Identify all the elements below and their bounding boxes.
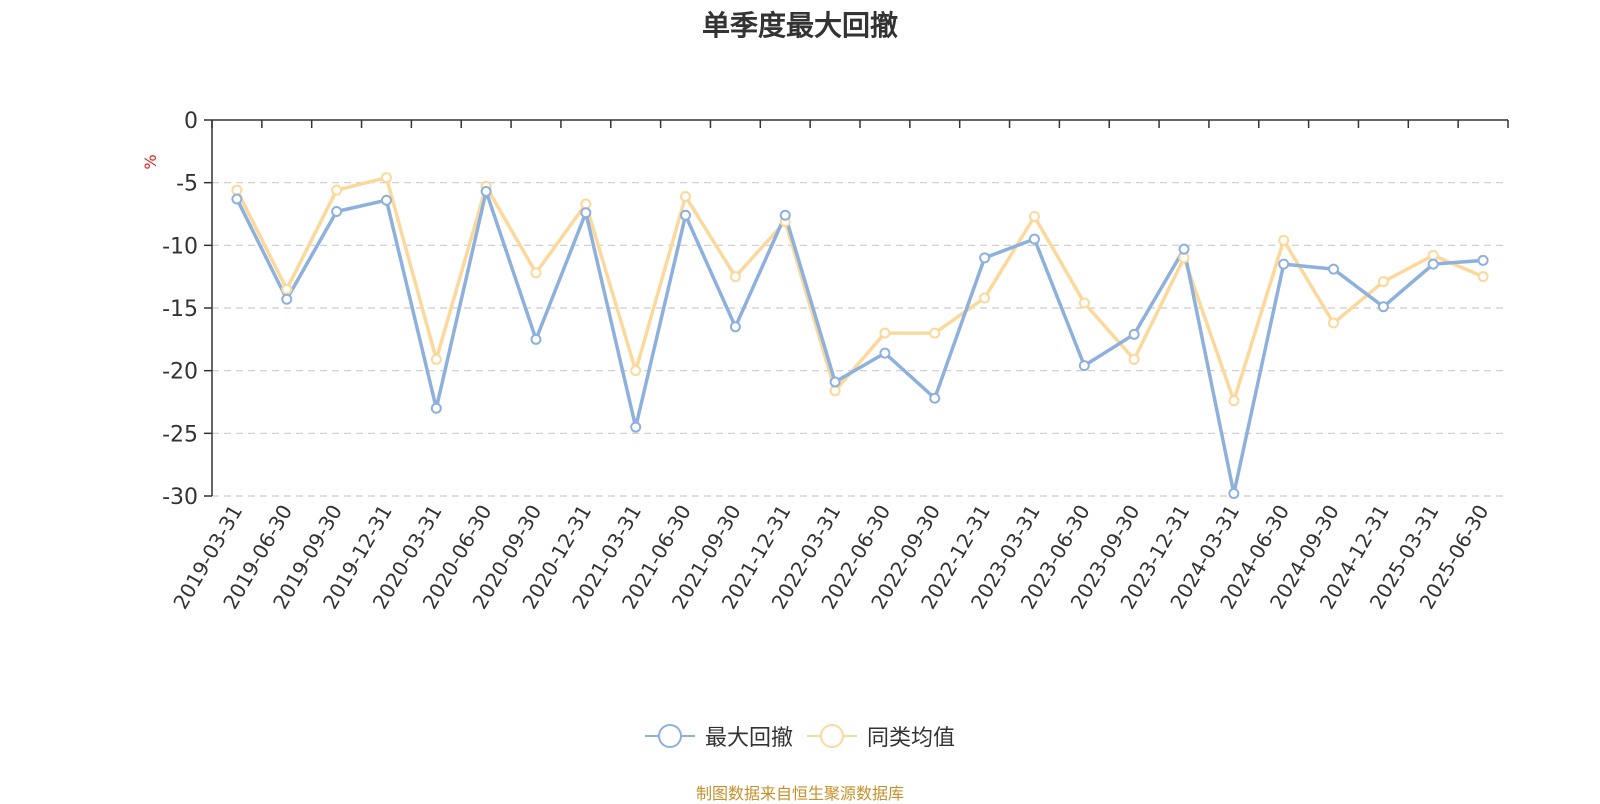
data-point-category-average[interactable] (1377, 276, 1389, 288)
y-tick-label: -20 (162, 360, 198, 385)
data-point-drawdown[interactable] (430, 402, 442, 414)
data-point-category-average[interactable] (380, 172, 392, 184)
data-point-category-average[interactable] (1128, 353, 1140, 365)
series-layer (231, 172, 1489, 499)
series-line-drawdown (235, 189, 1484, 496)
grid-layer (212, 182, 1508, 497)
data-point-drawdown[interactable] (1477, 254, 1489, 266)
data-point-category-average[interactable] (1028, 211, 1040, 223)
data-point-category-average[interactable] (281, 283, 293, 295)
y-tick-label: -30 (162, 485, 198, 510)
data-point-category-average[interactable] (879, 327, 891, 339)
legend-marker-category-average (807, 724, 857, 748)
legend-label-category-average: 同类均值 (867, 726, 956, 751)
data-point-drawdown[interactable] (1328, 263, 1340, 275)
data-point-drawdown[interactable] (929, 392, 941, 404)
data-point-category-average[interactable] (829, 385, 841, 397)
data-point-category-average[interactable] (929, 327, 941, 339)
data-point-drawdown[interactable] (231, 193, 243, 205)
data-point-category-average[interactable] (1278, 234, 1290, 246)
data-point-drawdown[interactable] (1377, 301, 1389, 313)
y-tick-label: -25 (162, 422, 198, 447)
y-tick-label: -5 (176, 172, 198, 197)
data-point-drawdown[interactable] (1078, 360, 1090, 372)
legend-marker-drawdown (644, 724, 695, 748)
data-point-drawdown[interactable] (1427, 258, 1439, 270)
data-point-drawdown[interactable] (779, 209, 791, 221)
data-point-category-average[interactable] (331, 184, 343, 196)
data-point-drawdown[interactable] (879, 347, 891, 359)
data-point-category-average[interactable] (680, 190, 692, 202)
data-point-drawdown[interactable] (1228, 487, 1240, 499)
y-tick-label: -10 (162, 234, 198, 259)
data-point-drawdown[interactable] (1128, 328, 1140, 340)
y-tick-label: 0 (184, 109, 198, 134)
data-point-drawdown[interactable] (680, 209, 692, 221)
data-point-drawdown[interactable] (829, 376, 841, 388)
data-point-category-average[interactable] (1328, 317, 1340, 329)
data-point-category-average[interactable] (530, 267, 542, 279)
data-point-drawdown[interactable] (630, 421, 642, 433)
legend: 最大回撤 同类均值 (0, 720, 1600, 752)
data-point-category-average[interactable] (1078, 297, 1090, 309)
legend-label-drawdown: 最大回撤 (704, 726, 793, 751)
data-point-category-average[interactable] (1477, 271, 1489, 283)
series-line-category-average (235, 175, 1484, 403)
data-point-category-average[interactable] (430, 353, 442, 365)
legend-item-drawdown[interactable]: 最大回撤 (644, 720, 793, 752)
chart-title: 单季度最大回撤 (701, 9, 898, 42)
data-point-drawdown[interactable] (1178, 243, 1190, 255)
data-point-drawdown[interactable] (530, 333, 542, 345)
data-point-category-average[interactable] (979, 292, 991, 304)
data-point-category-average[interactable] (630, 365, 642, 377)
data-point-drawdown[interactable] (281, 293, 293, 305)
data-point-category-average[interactable] (580, 198, 592, 210)
data-point-category-average[interactable] (1178, 252, 1190, 264)
y-axis-unit-label: % (141, 154, 160, 169)
line-chart: 0-5-10-15-20-25-302019-03-312019-06-3020… (141, 109, 1509, 613)
data-point-category-average[interactable] (231, 184, 243, 196)
data-point-drawdown[interactable] (1028, 233, 1040, 245)
data-point-drawdown[interactable] (729, 321, 741, 333)
data-point-category-average[interactable] (729, 271, 741, 283)
y-tick-label: -15 (162, 297, 198, 322)
data-point-drawdown[interactable] (331, 205, 343, 217)
data-point-drawdown[interactable] (1278, 258, 1290, 270)
data-point-category-average[interactable] (1228, 395, 1240, 407)
data-point-drawdown[interactable] (580, 207, 592, 219)
data-point-drawdown[interactable] (380, 194, 392, 206)
data-point-drawdown[interactable] (480, 185, 492, 197)
data-point-category-average[interactable] (1427, 249, 1439, 261)
source-note: 制图数据来自恒生聚源数据库 (695, 784, 904, 803)
data-point-drawdown[interactable] (979, 252, 991, 264)
legend-item-category-average[interactable]: 同类均值 (807, 720, 955, 752)
